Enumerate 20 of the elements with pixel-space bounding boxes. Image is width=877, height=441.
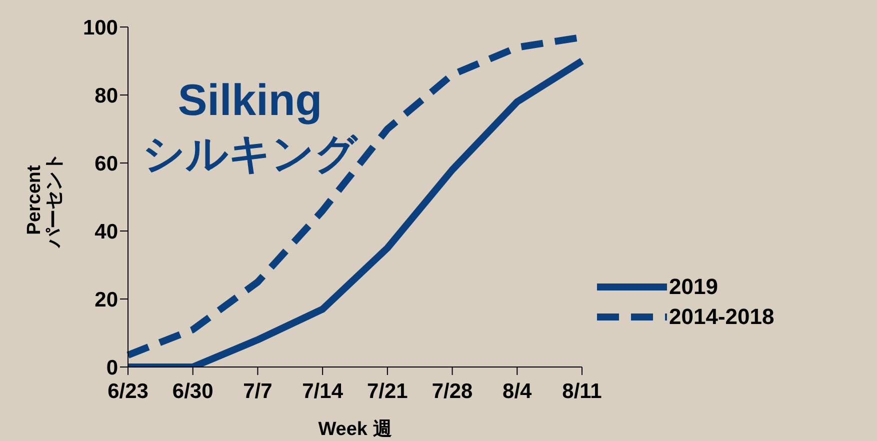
y-tick-label: 0 xyxy=(106,356,118,380)
x-tick-label: 7/21 xyxy=(366,380,408,403)
x-tick-label: 8/11 xyxy=(562,380,602,403)
y-tick-label: 60 xyxy=(94,152,118,176)
x-tick-label: 8/4 xyxy=(502,380,532,403)
legend-label: 2014-2018 xyxy=(669,304,774,330)
y-tick-label: 40 xyxy=(94,220,118,244)
x-tick-label: 6/23 xyxy=(108,380,148,403)
text: シルキング xyxy=(142,129,359,179)
x-tick-label: 7/7 xyxy=(243,380,272,403)
y-tick-label: 20 xyxy=(94,288,118,312)
y-tick-label: 80 xyxy=(94,84,118,108)
x-tick-label: 7/14 xyxy=(302,380,344,403)
x-axis-title: Week 週 xyxy=(318,419,392,440)
legend-label: 2019 xyxy=(669,274,718,300)
text: Silking xyxy=(176,75,324,127)
x-tick-label: 7/28 xyxy=(432,380,474,403)
y-tick-label: 100 xyxy=(82,16,118,40)
y-axis-title: Percent パーセント xyxy=(24,152,65,248)
x-tick-label: 6/30 xyxy=(172,380,214,403)
